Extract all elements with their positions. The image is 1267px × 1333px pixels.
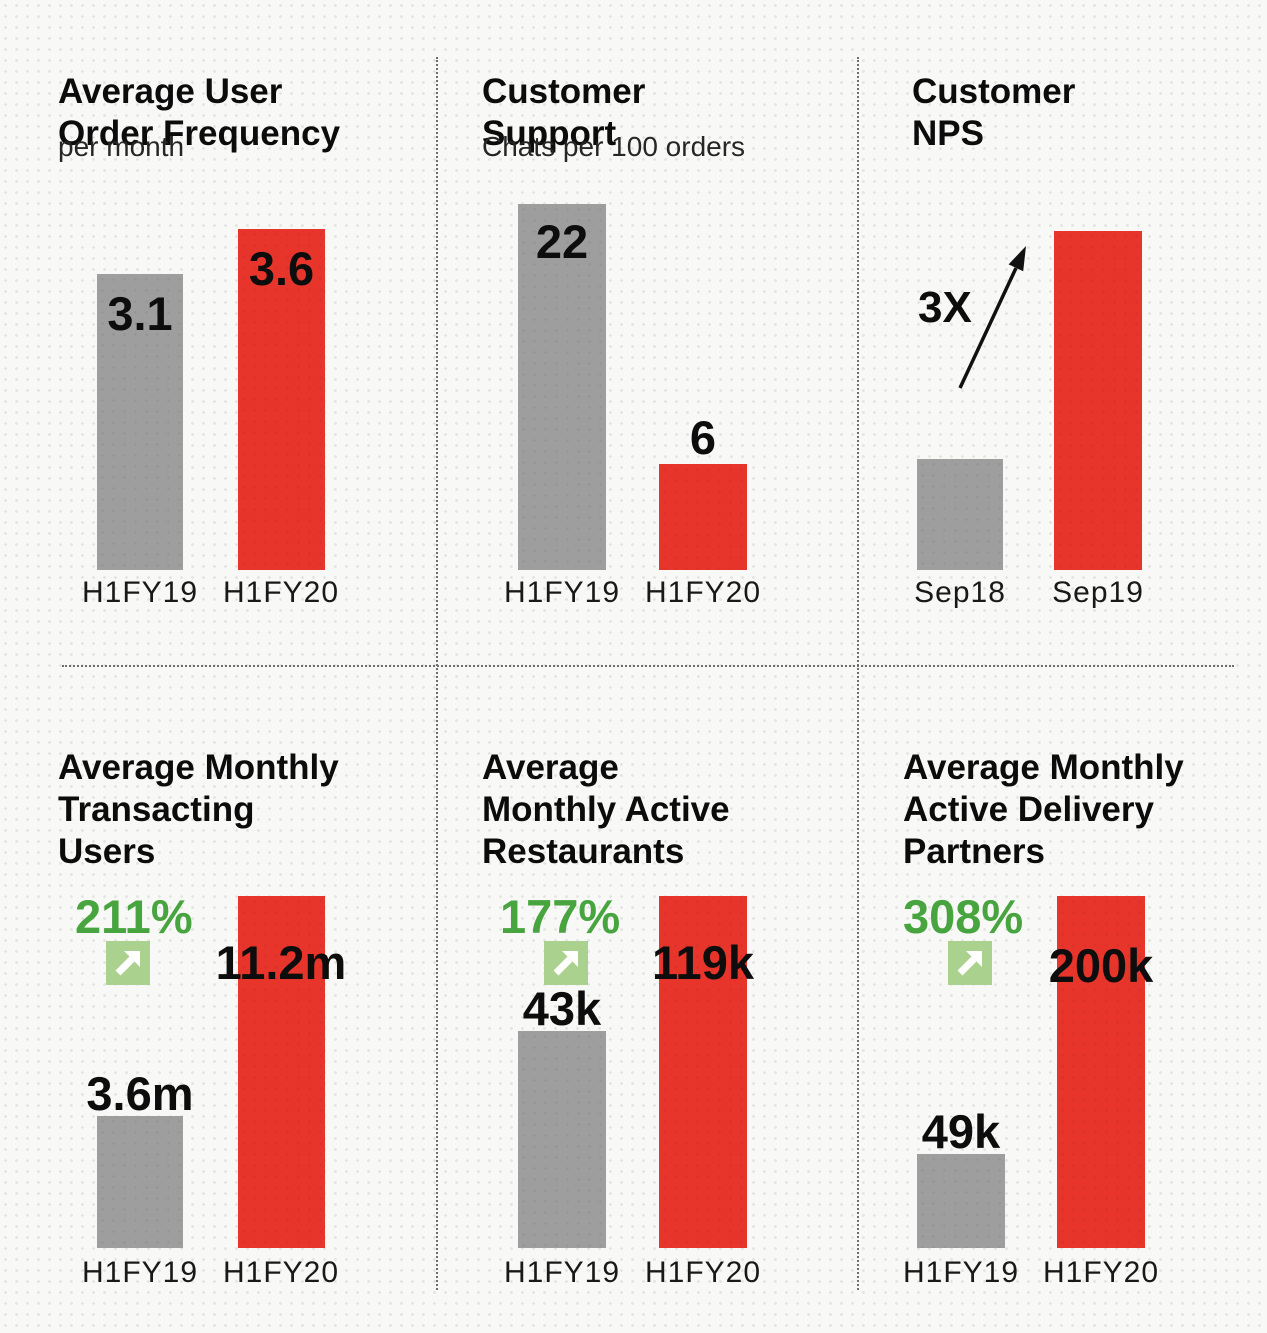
axis-label: H1FY20 xyxy=(1042,1256,1160,1289)
axis-label: Sep18 xyxy=(914,576,1006,609)
bar-h1fy20-red xyxy=(659,896,747,1248)
panel-title: Average Monthly Active Restaurants xyxy=(482,747,730,873)
bar-value-label: 6 xyxy=(689,411,717,464)
title-line: NPS xyxy=(912,114,984,154)
bar-value-label: 3.6 xyxy=(248,242,315,295)
bar-h1fy19-gray xyxy=(97,274,183,570)
title-line: Average User xyxy=(58,72,283,112)
growth-percent: 308% xyxy=(903,890,1024,943)
bar-h1fy19-gray xyxy=(518,204,606,570)
panel-title: Customer Support xyxy=(482,71,645,155)
title-line: Customer xyxy=(482,72,646,112)
growth-arrow-icon xyxy=(106,941,150,985)
axis-label: H1FY19 xyxy=(902,1256,1020,1289)
bar-h1fy20-red xyxy=(659,464,747,570)
horizontal-divider xyxy=(62,665,1234,667)
bar-h1fy19-gray xyxy=(518,1031,606,1248)
axis-label: H1FY20 xyxy=(644,576,762,609)
growth-arrow-icon xyxy=(948,941,992,985)
panel-avg-monthly-active-restaurants: Average Monthly Active Restaurants 177% … xyxy=(437,667,874,1333)
bar-value-label: 11.2m xyxy=(215,936,347,989)
title-line: Average Monthly xyxy=(58,748,339,788)
bar-value-label: 3.1 xyxy=(107,287,173,340)
bar-value-label: 200k xyxy=(1048,939,1154,992)
axis-label: H1FY20 xyxy=(222,576,340,609)
panel-avg-monthly-active-delivery-partners: Average Monthly Active Delivery Partners… xyxy=(858,667,1267,1333)
title-line: Restaurants xyxy=(482,832,685,872)
title-line: Transacting xyxy=(58,790,255,830)
growth-annotation: 3X xyxy=(918,283,972,332)
panel-title: Average Monthly Active Delivery Partners xyxy=(903,747,1184,873)
panel-avg-user-order-frequency: Average User Order Frequency per month 3… xyxy=(0,0,437,666)
panel-title: Average Monthly Transacting Users xyxy=(58,747,339,873)
title-line: Customer xyxy=(912,72,1076,112)
bar-h1fy19-gray xyxy=(917,1154,1005,1248)
title-line: Average Monthly xyxy=(903,748,1184,788)
title-line: Users xyxy=(58,832,156,872)
growth-percent: 211% xyxy=(75,890,193,943)
axis-label: H1FY19 xyxy=(81,1256,199,1289)
axis-label: H1FY19 xyxy=(503,1256,621,1289)
panel-customer-support: Customer Support Chats per 100 orders 22… xyxy=(437,0,874,666)
title-line: Monthly Active xyxy=(482,790,730,830)
vertical-divider-2 xyxy=(857,57,859,1290)
title-line: Average xyxy=(482,748,619,788)
title-line: Active Delivery xyxy=(903,790,1154,830)
bar-value-label: 119k xyxy=(652,936,754,989)
up-trend-arrow-icon xyxy=(958,246,1026,389)
axis-label: H1FY20 xyxy=(222,1256,340,1289)
title-line: Support xyxy=(482,114,617,154)
panel-customer-nps: Customer NPS 3X Sep18 Sep19 xyxy=(858,0,1267,666)
growth-percent: 177% xyxy=(500,890,621,943)
panel-subtitle: per month xyxy=(58,131,185,162)
bar-sep19-red xyxy=(1054,231,1142,570)
axis-label: H1FY19 xyxy=(81,576,199,609)
bar-sep18-gray xyxy=(917,459,1003,570)
bar-h1fy20-red xyxy=(1057,896,1145,1248)
vertical-divider-1 xyxy=(436,57,438,1290)
bar-value-label: 3.6m xyxy=(86,1067,194,1120)
bar-value-label: 43k xyxy=(522,982,602,1035)
title-line: Partners xyxy=(903,832,1046,872)
bar-h1fy19-gray xyxy=(97,1116,183,1248)
axis-label: H1FY20 xyxy=(644,1256,762,1289)
panel-subtitle: Chats per 100 orders xyxy=(482,131,746,162)
panel-avg-monthly-transacting-users: Average Monthly Transacting Users 211% 3… xyxy=(0,667,437,1333)
bar-value-label: 22 xyxy=(535,215,589,268)
bar-value-label: 49k xyxy=(921,1105,1001,1158)
growth-arrow-icon xyxy=(544,941,588,985)
axis-label: Sep19 xyxy=(1052,576,1144,609)
title-line: Order Frequency xyxy=(58,114,341,154)
bar-h1fy20-red xyxy=(238,229,325,570)
panel-title: Average User Order Frequency xyxy=(58,71,340,155)
panel-title: Customer NPS xyxy=(912,71,1075,155)
bar-h1fy20-red xyxy=(238,896,325,1248)
axis-label: H1FY19 xyxy=(503,576,621,609)
